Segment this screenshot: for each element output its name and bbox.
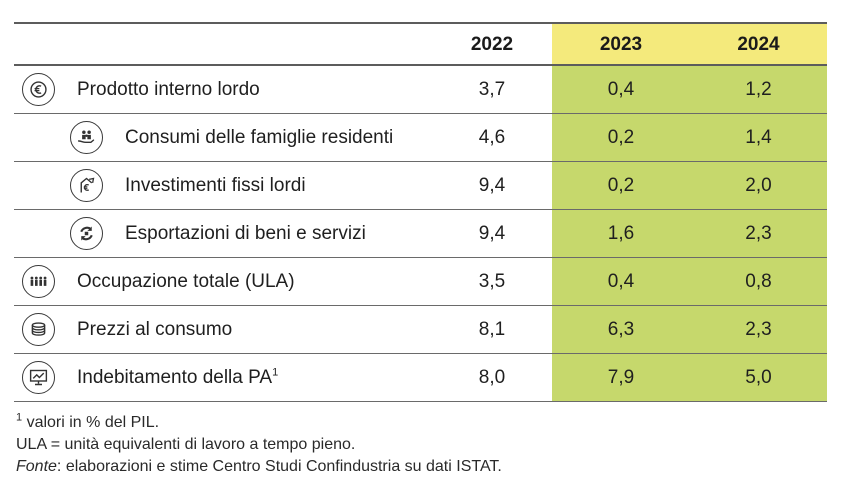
table-row: Occupazione totale (ULA) 3,5 0,4 0,8 [14, 258, 827, 306]
value-2024: 1,2 [690, 66, 827, 113]
value-2024: 2,3 [690, 306, 827, 353]
value-2024: 2,3 [690, 210, 827, 257]
header-2024: 2024 [690, 24, 827, 64]
row-label: Investimenti fissi lordi [125, 162, 306, 209]
row-label-text: Esportazioni di beni e servizi [125, 223, 366, 244]
row-label: Consumi delle famiglie residenti [125, 114, 393, 161]
row-label: Indebitamento della PA1 [77, 354, 278, 401]
table-body: Prodotto interno lordo 3,7 0,4 1,2 Consumi d… [14, 66, 827, 402]
footnote-1-text: valori in % del PIL. [22, 414, 160, 431]
forecast-table: 2022 2023 2024 Prodotto interno lordo 3,7… [14, 22, 827, 402]
row-label-text: Prodotto interno lordo [77, 79, 260, 100]
header-2023: 2023 [552, 24, 690, 64]
export-arrows-icon [70, 217, 103, 250]
row-label: Occupazione totale (ULA) [77, 258, 295, 305]
table-row: Prodotto interno lordo 3,7 0,4 1,2 [14, 66, 827, 114]
source-note: Fonte: elaborazioni e stime Centro Studi… [16, 456, 502, 478]
row-label-text: Occupazione totale (ULA) [77, 271, 295, 292]
value-2022: 8,0 [478, 367, 506, 388]
value-2022: 3,5 [478, 271, 506, 292]
value-2024: 5,0 [690, 354, 827, 401]
value-2022: 9,4 [478, 223, 506, 244]
table-row: Investimenti fissi lordi 9,4 0,2 2,0 [14, 162, 827, 210]
value-2023: 0,4 [552, 258, 690, 305]
row-label: Prezzi al consumo [77, 306, 232, 353]
table-header: 2022 2023 2024 [14, 22, 827, 66]
row-label-text: Investimenti fissi lordi [125, 175, 306, 196]
source-text: : elaborazioni e stime Centro Studi Conf… [56, 458, 502, 475]
table-row: Indebitamento della PA1 8,0 7,9 5,0 [14, 354, 827, 402]
table-row: Prezzi al consumo 8,1 6,3 2,3 [14, 306, 827, 354]
value-2023: 0,2 [552, 114, 690, 161]
value-2023: 0,4 [552, 66, 690, 113]
value-2023: 7,9 [552, 354, 690, 401]
family-hand-icon [70, 121, 103, 154]
value-2023: 0,2 [552, 162, 690, 209]
value-2024: 1,4 [690, 114, 827, 161]
footnote-ula: ULA = unità equivalenti di lavoro a temp… [16, 436, 356, 453]
coin-stack-icon [22, 313, 55, 346]
row-label-text: Consumi delle famiglie residenti [125, 127, 394, 148]
table-row: Esportazioni di beni e servizi 9,4 1,6 2,3 [14, 210, 827, 258]
value-2023: 6,3 [552, 306, 690, 353]
value-2022: 4,6 [478, 127, 506, 148]
row-label-text: Indebitamento della PA [77, 367, 273, 388]
table-row: Consumi delle famiglie residenti 4,6 0,2 1,… [14, 114, 827, 162]
value-2024: 2,0 [690, 162, 827, 209]
euro-growth-icon [70, 169, 103, 202]
row-label-text: Prezzi al consumo [77, 319, 233, 340]
row-label: Esportazioni di beni e servizi [125, 210, 366, 257]
table-notes: 1 valori in % del PIL. ULA = unità equiv… [16, 412, 502, 478]
value-2023: 1,6 [552, 210, 690, 257]
footnote-1-marker: 1 [16, 411, 23, 424]
euro-coin-icon [22, 73, 55, 106]
value-2022: 9,4 [478, 175, 506, 196]
source-label: Fonte [16, 458, 57, 475]
value-2024: 0,8 [690, 258, 827, 305]
footnote-marker: 1 [272, 366, 279, 379]
footnote-1: 1 valori in % del PIL. [16, 412, 502, 434]
value-2022: 8,1 [478, 319, 506, 340]
monitor-chart-icon [22, 361, 55, 394]
value-2022: 3,7 [478, 79, 506, 100]
header-2022: 2022 [470, 34, 514, 55]
row-label: Prodotto interno lordo [77, 66, 260, 113]
workers-group-icon [22, 265, 55, 298]
